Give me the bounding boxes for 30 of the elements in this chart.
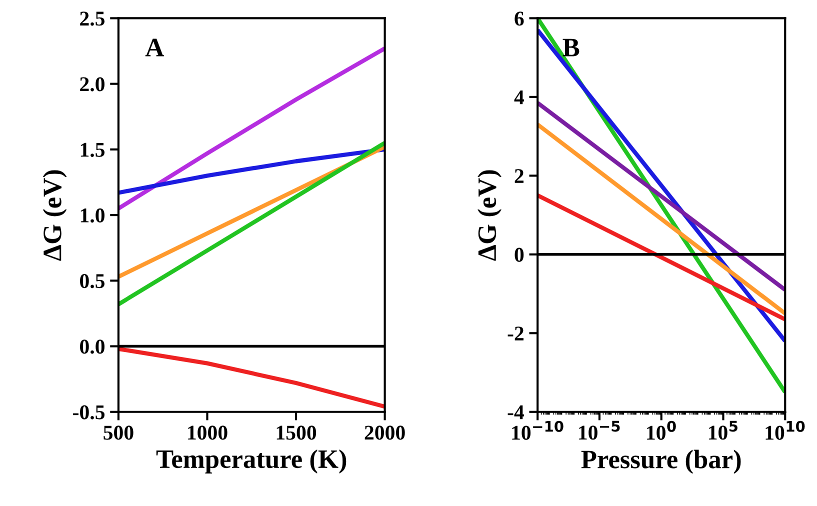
y-tick-label: 2 bbox=[514, 169, 524, 183]
line-series bbox=[118, 147, 385, 195]
annotation: A bbox=[145, 38, 164, 56]
y-axis-title: ΔG (eV) bbox=[478, 170, 502, 261]
x-tick-label: 10$^{5}$ bbox=[708, 420, 738, 440]
x-tick-label: 10$^{−5}$ bbox=[579, 420, 620, 440]
x-tick-label: 10$^{10}$ bbox=[766, 420, 805, 440]
x-tick-label: 1500 bbox=[276, 426, 316, 440]
line-series bbox=[118, 140, 385, 306]
y-tick-label: 2.0 bbox=[80, 77, 104, 92]
x-axis-title: Temperature (K) bbox=[156, 450, 346, 474]
x-tick-label: 10$^{0}$ bbox=[647, 420, 676, 440]
y-tick-label: 0 bbox=[514, 248, 524, 262]
y-tick-label: 2.5 bbox=[80, 12, 105, 26]
y-tick-label: 0.5 bbox=[80, 274, 105, 288]
x-tick-label: 2000 bbox=[364, 426, 405, 440]
y-tick-label: 4 bbox=[514, 90, 524, 104]
x-tick-label: 500 bbox=[104, 426, 134, 440]
y-tick-label: 0.0 bbox=[80, 340, 104, 354]
y-tick-label: 1.0 bbox=[80, 208, 104, 223]
y-tick-label: -4 bbox=[508, 405, 524, 420]
y-tick-label: -0.5 bbox=[73, 405, 105, 420]
x-tick-label: 10$^{−10}$ bbox=[512, 420, 564, 440]
x-tick-label: 1000 bbox=[188, 426, 228, 440]
y-axis-title: ΔG (eV) bbox=[42, 170, 67, 261]
x-axis-title: Pressure (bar) bbox=[581, 450, 741, 474]
y-tick-label: 1.5 bbox=[80, 142, 105, 157]
y-tick-label: -2 bbox=[508, 326, 524, 340]
y-tick-label: 6 bbox=[514, 12, 524, 26]
annotation: B bbox=[562, 38, 580, 56]
